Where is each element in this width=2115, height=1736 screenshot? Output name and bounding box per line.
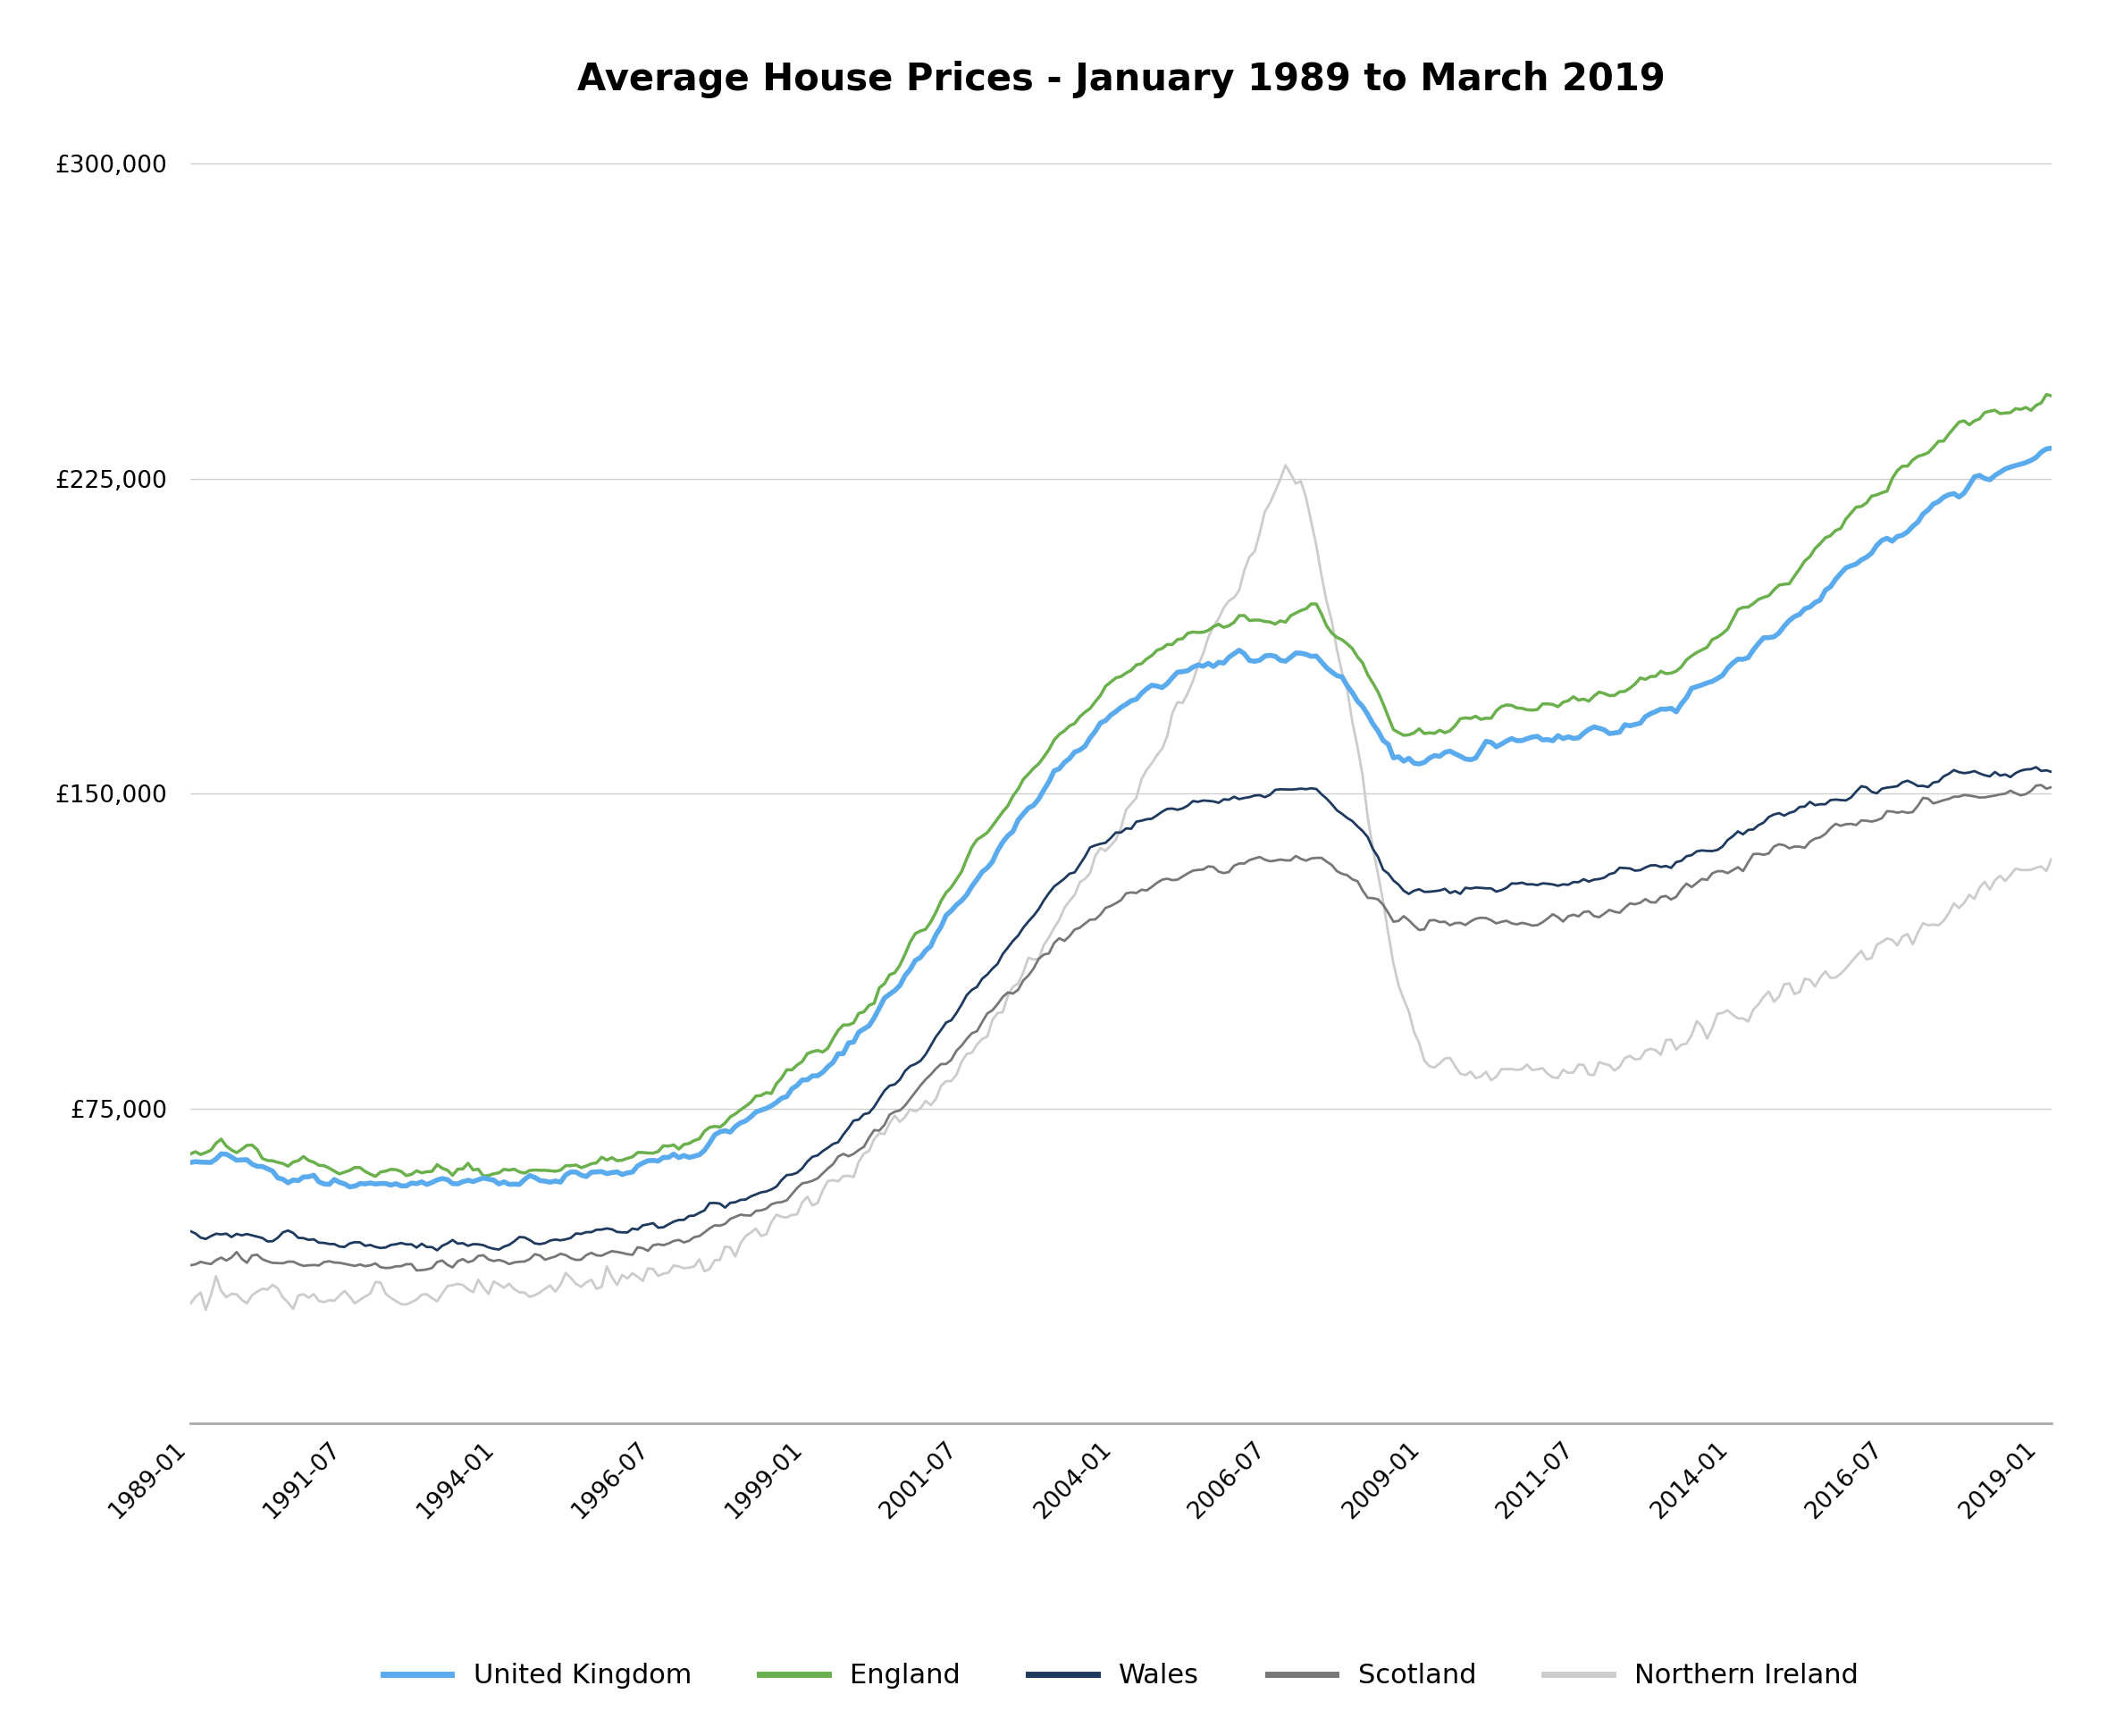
Wales (178, 1220, 203, 1241)
United Kingdom (969, 861, 994, 882)
United Kingdom (1597, 724, 1622, 745)
Northern Ireland (1273, 455, 1299, 476)
United Kingdom (599, 1161, 624, 1182)
Wales (357, 1234, 383, 1255)
England (634, 1142, 660, 1163)
United Kingdom (275, 1172, 300, 1193)
Scotland (275, 1252, 300, 1272)
Wales (275, 1220, 300, 1241)
Line: Wales: Wales (190, 767, 2052, 1250)
England (357, 1163, 383, 1184)
Northern Ireland (178, 1293, 203, 1314)
United Kingdom (364, 1174, 389, 1194)
England (1597, 686, 1622, 707)
Scotland (969, 1012, 994, 1033)
Northern Ireland (364, 1272, 389, 1293)
England (969, 826, 994, 847)
Northern Ireland (281, 1299, 307, 1319)
Line: United Kingdom: United Kingdom (190, 448, 2052, 1187)
England (599, 1147, 624, 1168)
Northern Ireland (192, 1300, 218, 1321)
Northern Ireland (634, 1259, 660, 1279)
Scotland (1597, 899, 1622, 920)
Line: Scotland: Scotland (190, 785, 2052, 1271)
Northern Ireland (599, 1267, 624, 1288)
England (275, 1156, 300, 1177)
Northern Ireland (2039, 849, 2064, 870)
Wales (634, 1213, 660, 1234)
Scotland (178, 1255, 203, 1276)
Wales (599, 1219, 624, 1240)
England (2039, 385, 2064, 406)
Wales (425, 1240, 450, 1260)
Line: Northern Ireland: Northern Ireland (190, 465, 2052, 1311)
Line: England: England (190, 394, 2052, 1177)
England (178, 1144, 203, 1165)
England (364, 1167, 389, 1187)
Scotland (2028, 774, 2054, 795)
Northern Ireland (969, 1028, 994, 1049)
United Kingdom (634, 1151, 660, 1172)
Scotland (634, 1241, 660, 1262)
Northern Ireland (1601, 1061, 1626, 1082)
Scotland (357, 1255, 383, 1276)
Scotland (2039, 776, 2064, 797)
Wales (969, 969, 994, 990)
United Kingdom (336, 1177, 362, 1198)
United Kingdom (2039, 437, 2064, 458)
Wales (2039, 762, 2064, 783)
Legend: United Kingdom, England, Wales, Scotland, Northern Ireland: United Kingdom, England, Wales, Scotland… (372, 1653, 1870, 1700)
Scotland (599, 1241, 624, 1262)
United Kingdom (178, 1153, 203, 1174)
Scotland (404, 1260, 429, 1281)
Title: Average House Prices - January 1989 to March 2019: Average House Prices - January 1989 to M… (577, 61, 1665, 99)
England (2035, 384, 2060, 404)
Wales (2024, 757, 2049, 778)
Wales (1597, 865, 1622, 885)
